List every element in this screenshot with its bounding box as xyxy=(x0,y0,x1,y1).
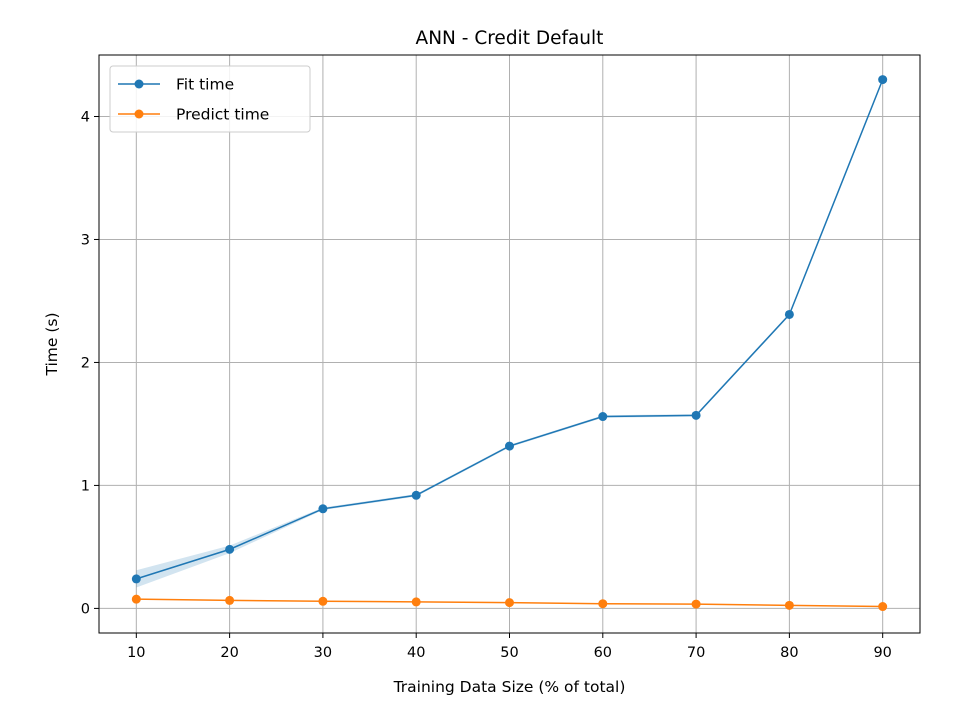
grid xyxy=(99,55,920,633)
data-point-0 xyxy=(505,441,514,451)
data-point-0 xyxy=(225,544,235,554)
axes: 10 20 30 40 50 60 70 80 90 0 1 2 3 4 xyxy=(81,109,892,661)
data-point-1 xyxy=(691,599,701,609)
data-point-1 xyxy=(505,598,514,608)
x-tick-label: 30 xyxy=(314,645,332,661)
y-axis-label: Time (s) xyxy=(43,312,61,376)
data-point-0 xyxy=(784,309,794,319)
x-tick-label: 90 xyxy=(873,645,891,661)
data-point-0 xyxy=(878,75,888,85)
y-tick-label: 2 xyxy=(81,355,90,371)
legend-swatch-marker xyxy=(134,109,144,119)
legend-box xyxy=(109,65,311,133)
data-point-1 xyxy=(784,600,794,610)
data-point-0 xyxy=(318,504,328,514)
y-tick-label: 0 xyxy=(81,601,90,617)
x-axis-label: Training Data Size (% of total) xyxy=(393,678,626,696)
legend-label: Fit time xyxy=(176,76,234,94)
legend-label: Predict time xyxy=(176,106,269,124)
y-tick-label: 1 xyxy=(81,478,90,494)
x-tick-label: 70 xyxy=(687,645,705,661)
series-lines xyxy=(131,75,888,612)
x-tick-label: 10 xyxy=(127,645,145,661)
data-point-0 xyxy=(131,574,141,584)
x-tick-label: 20 xyxy=(220,645,238,661)
legend-swatch-marker xyxy=(134,79,144,89)
x-tick-label: 60 xyxy=(594,645,612,661)
x-tick-label: 40 xyxy=(407,645,425,661)
data-point-0 xyxy=(691,410,701,420)
x-tick-label: 80 xyxy=(780,645,798,661)
data-point-1 xyxy=(318,596,328,606)
y-tick-label: 4 xyxy=(81,109,90,125)
chart-title: ANN - Credit Default xyxy=(416,28,604,49)
data-point-1 xyxy=(131,594,141,604)
data-point-1 xyxy=(598,599,608,609)
data-point-1 xyxy=(411,597,421,607)
y-tick-label: 3 xyxy=(81,232,90,248)
data-point-0 xyxy=(598,412,608,422)
data-point-0 xyxy=(411,490,421,500)
data-point-1 xyxy=(225,595,235,605)
data-point-1 xyxy=(878,602,888,612)
legend: Fit time Predict time xyxy=(109,65,311,133)
x-tick-label: 50 xyxy=(500,645,518,661)
